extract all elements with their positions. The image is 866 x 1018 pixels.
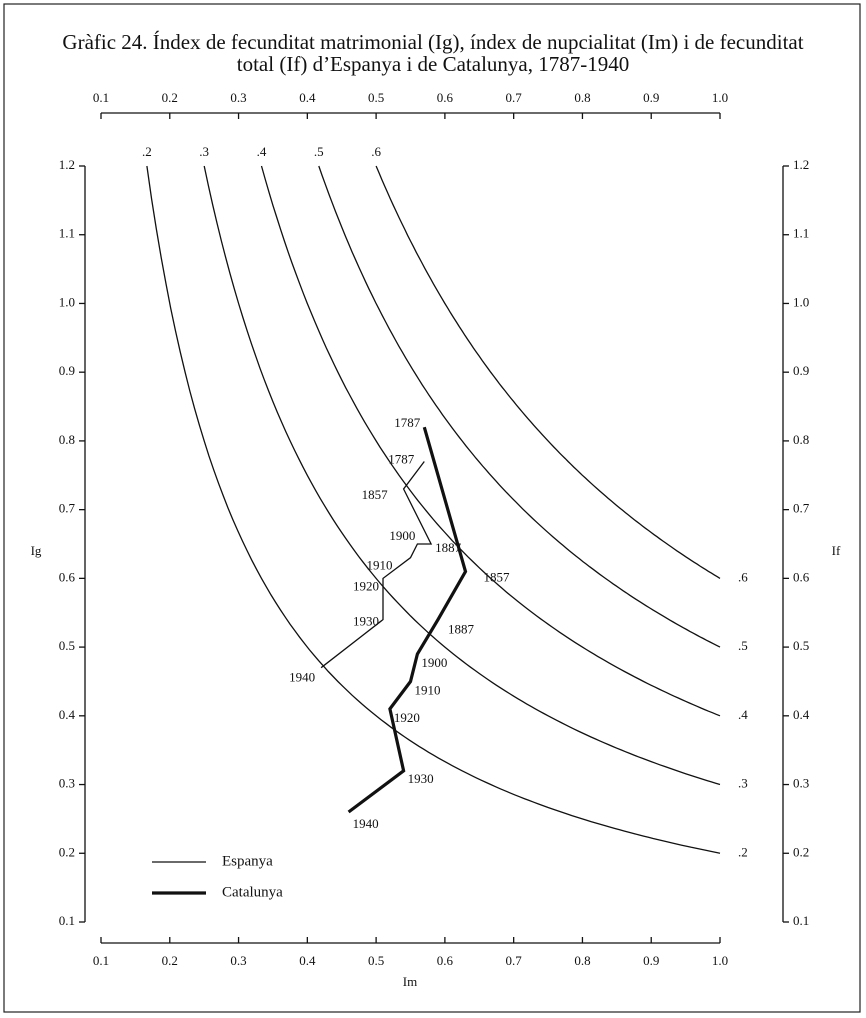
chart-title: total (If) d’Espanya i de Catalunya, 178… <box>237 52 629 76</box>
x-tick-label: 0.9 <box>643 90 659 105</box>
x-tick-label: 0.3 <box>230 90 246 105</box>
y2-tick-label: 1.1 <box>793 226 809 241</box>
x-tick-label: 0.8 <box>574 953 590 968</box>
y2-tick-label: 1.2 <box>793 157 809 172</box>
x-axis-label: Im <box>403 974 417 989</box>
y-tick-label: 1.0 <box>59 294 75 309</box>
y-tick-label: 0.2 <box>59 844 75 859</box>
y-tick-label: 1.1 <box>59 226 75 241</box>
x-tick-label: 0.8 <box>574 90 590 105</box>
x-tick-label: 0.5 <box>368 90 384 105</box>
iso-label-right: .3 <box>738 776 748 791</box>
iso-label-right: .6 <box>738 569 748 584</box>
x-tick-label: 0.1 <box>93 953 109 968</box>
iso-label-right: .4 <box>738 707 748 722</box>
point-label: 1910 <box>415 682 441 697</box>
point-label: 1910 <box>367 558 393 573</box>
y-tick-label: 0.4 <box>59 707 76 722</box>
x-tick-label: 0.4 <box>299 953 316 968</box>
y2-tick-label: 0.1 <box>793 913 809 928</box>
point-label: 1940 <box>289 670 315 685</box>
iso-curve <box>146 165 721 854</box>
series-line <box>347 426 468 814</box>
y-tick-label: 0.8 <box>59 432 75 447</box>
y2-tick-label: 0.2 <box>793 844 809 859</box>
y-tick-label: 0.3 <box>59 776 75 791</box>
y-tick-label: 0.7 <box>59 501 76 516</box>
y-tick-label: 0.1 <box>59 913 75 928</box>
frame <box>3 3 861 1013</box>
iso-curve <box>260 165 721 717</box>
point-label: 1930 <box>408 771 434 786</box>
iso-label-top: .4 <box>257 144 267 159</box>
point-label: 1920 <box>353 578 379 593</box>
point-label: 1887 <box>448 622 475 637</box>
point-label: 1900 <box>389 528 415 543</box>
legend-label: Espanya <box>222 853 273 869</box>
x-tick-label: 0.7 <box>506 90 523 105</box>
x-tick-label: 0.9 <box>643 953 659 968</box>
x-tick-label: 0.3 <box>230 953 246 968</box>
iso-curve <box>375 165 721 579</box>
x-tick-label: 0.2 <box>162 90 178 105</box>
y-tick-label: 0.9 <box>59 363 75 378</box>
chart-title: Gràfic 24. Índex de fecunditat matrimoni… <box>62 30 803 54</box>
x-tick-label: 0.2 <box>162 953 178 968</box>
x-tick-label: 1.0 <box>712 953 728 968</box>
series-line <box>320 461 433 669</box>
point-label: 1857 <box>362 487 389 502</box>
iso-curve <box>203 165 721 786</box>
y2-tick-label: 0.5 <box>793 638 809 653</box>
y-tick-label: 0.5 <box>59 638 75 653</box>
y2-tick-label: 1.0 <box>793 294 809 309</box>
y2-tick-label: 0.6 <box>793 569 810 584</box>
y2-tick-label: 0.3 <box>793 776 809 791</box>
point-label: 1940 <box>353 816 379 831</box>
point-label: 1787 <box>394 415 421 430</box>
y2-tick-label: 0.8 <box>793 432 809 447</box>
x-tick-label: 1.0 <box>712 90 728 105</box>
x-tick-label: 0.6 <box>437 90 454 105</box>
iso-label-top: .2 <box>142 144 152 159</box>
y-axis-label: Ig <box>31 543 42 558</box>
iso-label-right: .2 <box>738 844 748 859</box>
x-tick-label: 0.1 <box>93 90 109 105</box>
iso-label-top: .6 <box>371 144 381 159</box>
point-label: 1930 <box>353 614 379 629</box>
x-tick-label: 0.4 <box>299 90 316 105</box>
y2-tick-label: 0.4 <box>793 707 810 722</box>
x-tick-label: 0.5 <box>368 953 384 968</box>
iso-label-right: .5 <box>738 638 748 653</box>
legend-label: Catalunya <box>222 884 283 900</box>
x-tick-label: 0.6 <box>437 953 454 968</box>
y2-axis-label: If <box>832 543 841 558</box>
iso-curve <box>318 165 721 648</box>
point-label: 1900 <box>421 655 447 670</box>
point-label: 1920 <box>394 710 420 725</box>
iso-label-top: .3 <box>199 144 209 159</box>
point-label: 1857 <box>484 569 511 584</box>
x-tick-label: 0.7 <box>506 953 523 968</box>
iso-label-top: .5 <box>314 144 324 159</box>
y2-tick-label: 0.7 <box>793 501 810 516</box>
point-label: 1787 <box>388 452 415 467</box>
y2-tick-label: 0.9 <box>793 363 809 378</box>
point-label: 1887 <box>435 540 462 555</box>
y-tick-label: 1.2 <box>59 157 75 172</box>
y-tick-label: 0.6 <box>59 569 76 584</box>
